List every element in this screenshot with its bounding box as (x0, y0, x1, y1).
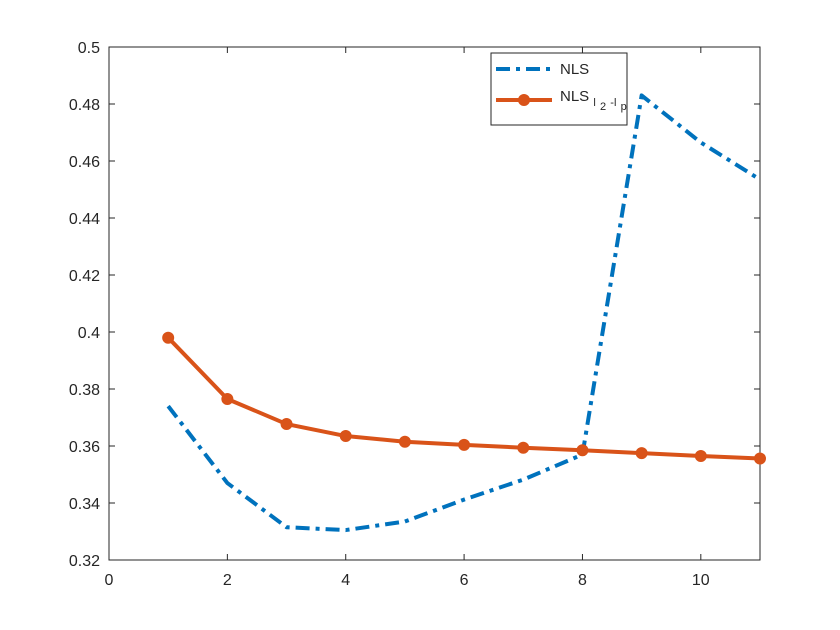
legend-sub-2: 2 (600, 101, 606, 113)
legend: NLS NLS l 2 -l p (490, 52, 628, 126)
legend-marker-nls-l2-lp (518, 94, 530, 106)
legend-label-nls-l2-lp: NLS l 2 -l p (560, 88, 627, 114)
data-point (517, 441, 530, 454)
legend-label-nls: NLS (560, 61, 589, 78)
legend-box (490, 52, 628, 126)
data-point (576, 444, 589, 457)
y-tick-label: 0.5 (78, 40, 100, 57)
series-line-nls (166, 93, 762, 533)
data-point (635, 447, 648, 460)
plot-area (108, 46, 761, 561)
y-tick-label: 0.34 (69, 496, 100, 513)
legend-sub-l: l (593, 97, 595, 109)
legend-sub-p: p (621, 101, 627, 113)
data-point (280, 418, 293, 431)
y-tick-label: 0.48 (69, 97, 100, 114)
y-tick-label: 0.42 (69, 268, 100, 285)
y-tick-label: 0.44 (69, 211, 100, 228)
data-point (694, 449, 707, 462)
legend-label-base: NLS (560, 88, 589, 105)
data-point (398, 435, 411, 448)
series-layer (162, 93, 766, 533)
y-tick-label: 0.32 (69, 553, 100, 570)
y-tick-label: 0.46 (69, 154, 100, 171)
data-point (754, 452, 766, 465)
y-tick-label: 0.36 (69, 439, 100, 456)
y-tick-label: 0.38 (69, 382, 100, 399)
x-tick-label: 10 (692, 572, 710, 589)
data-point (339, 430, 352, 443)
legend-sub-dash-l: -l (610, 97, 616, 109)
x-tick-label: 8 (578, 572, 587, 589)
x-axis: 0 2 4 6 8 10 (105, 47, 710, 589)
x-tick-label: 2 (223, 572, 232, 589)
y-tick-label: 0.4 (78, 325, 100, 342)
data-point (221, 392, 234, 405)
data-point (458, 438, 471, 451)
y-axis: 0.32 0.34 0.36 0.38 0.4 0.42 0.44 0.46 0.48 0.5 (69, 40, 760, 570)
data-point (162, 331, 175, 344)
x-tick-label: 4 (341, 572, 350, 589)
axes-box (108, 46, 761, 561)
x-tick-label: 6 (460, 572, 469, 589)
x-tick-label: 0 (105, 572, 114, 589)
